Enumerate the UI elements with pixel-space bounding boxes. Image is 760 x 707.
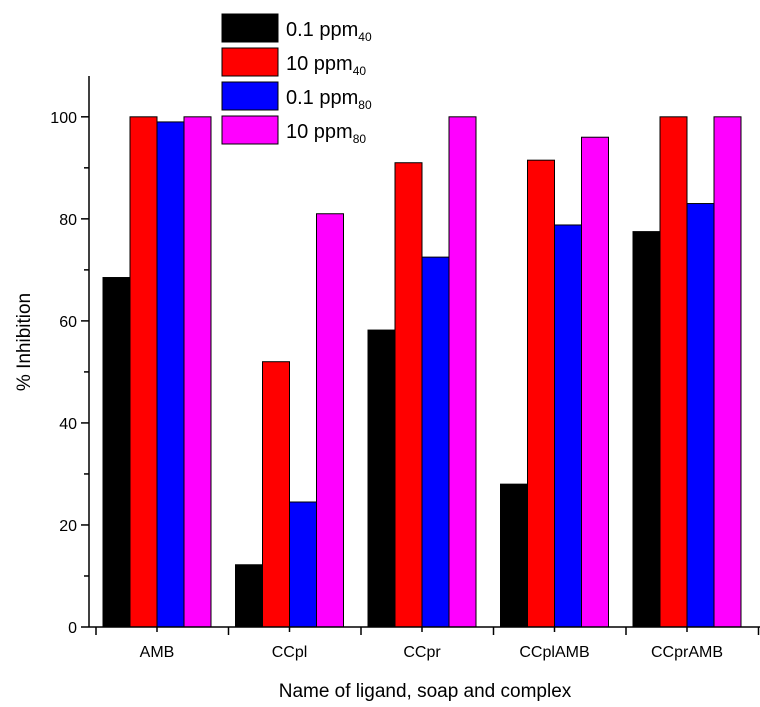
y-ticks-group: 0 20 40 60 80 100 (50, 110, 89, 637)
x-tick-label-CCprAMB: CCprAMB (651, 644, 723, 661)
legend-subscript-3: 80 (353, 132, 367, 146)
bar-CCprAMB-series-2 (686, 203, 715, 628)
x-axis-label: Name of ligand, soap and complex (279, 681, 572, 702)
y-tick-label: 100 (50, 110, 77, 127)
y-tick-label: 0 (68, 620, 77, 637)
legend-label-3: 10 ppm80 (286, 121, 366, 146)
bar-AMB-series-0 (102, 277, 131, 628)
bars-group (102, 116, 742, 628)
x-ticks-group: AMB CCpl CCpr CCplAMB CCprAMB (95, 627, 760, 661)
bar-CCpl-series-3 (316, 213, 344, 628)
bar-CCprAMB-series-3 (713, 116, 742, 628)
bar-CCpr-series-1 (394, 162, 423, 628)
x-tick-label-CCpr: CCpr (403, 644, 441, 661)
legend-swatch-2 (221, 81, 279, 111)
bar-CCpl-series-2 (289, 501, 317, 628)
bar-AMB-series-2 (156, 121, 185, 628)
legend-label-2: 0.1 ppm80 (286, 87, 372, 112)
legend-swatch-1 (221, 47, 279, 77)
y-tick-label: 40 (59, 416, 77, 433)
legend-label-0: 0.1 ppm40 (286, 19, 372, 44)
bar-CCpl-series-0 (235, 564, 263, 628)
bar-CCpr-series-3 (448, 116, 477, 628)
legend: 0.1 ppm40 10 ppm40 0.1 ppm80 10 ppm80 (221, 13, 372, 146)
legend-subscript-1: 40 (353, 64, 367, 78)
y-axis-label: % Inhibition (14, 293, 35, 391)
bar-CCpl-series-1 (262, 361, 290, 628)
legend-subscript-2: 80 (358, 98, 372, 112)
x-tick-label-CCpl: CCpl (272, 644, 308, 661)
y-tick-label: 60 (59, 314, 77, 331)
legend-swatch-3 (221, 115, 279, 145)
x-tick-label-CCplAMB: CCplAMB (519, 644, 589, 661)
bar-CCplAMB-series-3 (581, 136, 609, 628)
bar-AMB-series-3 (183, 116, 212, 628)
legend-swatch-0 (221, 13, 279, 43)
bar-CCpr-series-2 (421, 256, 450, 628)
x-tick-label-AMB: AMB (140, 644, 175, 661)
bar-CCprAMB-series-1 (659, 116, 688, 628)
bar-CCplAMB-series-1 (527, 159, 555, 628)
bar-CCprAMB-series-0 (632, 231, 661, 628)
bar-CCpr-series-0 (367, 329, 396, 628)
legend-subscript-0: 40 (358, 30, 372, 44)
y-tick-label: 80 (59, 212, 77, 229)
bar-AMB-series-1 (129, 116, 158, 628)
legend-label-1: 10 ppm40 (286, 53, 366, 78)
bar-CCplAMB-series-0 (500, 483, 528, 628)
y-tick-label: 20 (59, 518, 77, 535)
bar-CCplAMB-series-2 (554, 224, 582, 628)
